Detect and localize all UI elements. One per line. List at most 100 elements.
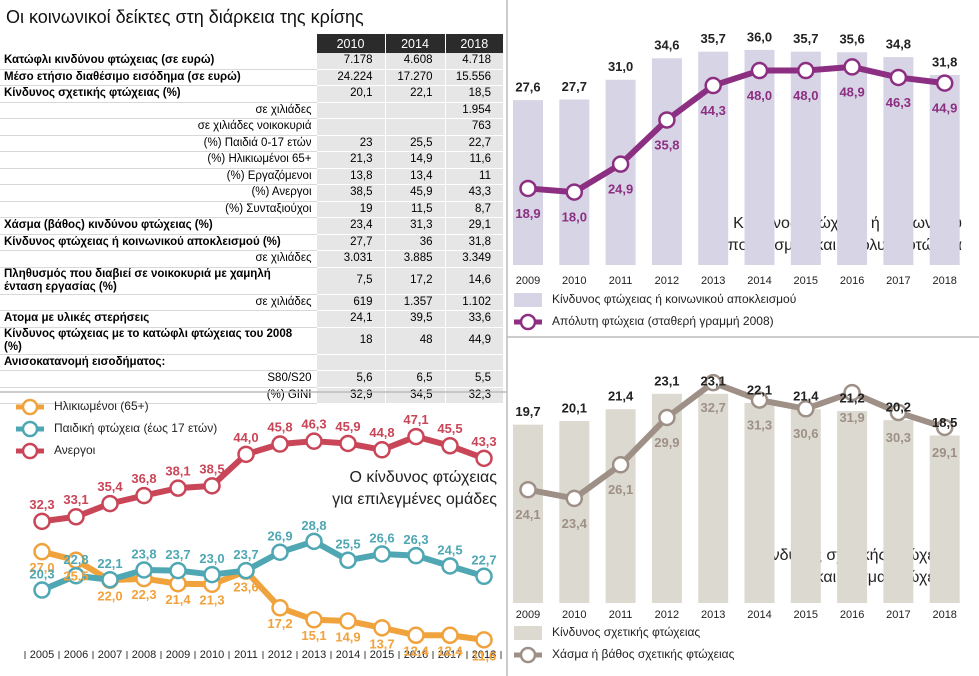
x-tick-label: 2015 [370, 649, 394, 661]
row-label: (%) GINI [0, 387, 316, 404]
cell: 24.224 [315, 69, 385, 86]
value-label: 38,5 [199, 461, 224, 476]
point [305, 432, 323, 450]
point [475, 631, 493, 649]
value-label: 30,3 [886, 430, 911, 445]
x-tick-label: 2017 [438, 649, 462, 661]
value-label: 21,4 [165, 592, 191, 607]
cell: 32,9 [315, 387, 385, 404]
point [339, 612, 357, 630]
cell: 18,5 [444, 85, 503, 103]
value-label: 33,1 [63, 492, 88, 507]
table-row: Χάσμα (βάθος) κινδύνου φτώχειας (%) 23,4 3… [0, 217, 503, 235]
table-row: (%) Παιδιά 0-17 ετών 23 25,5 22,7 [0, 135, 503, 152]
point [237, 562, 255, 580]
cell: 36 [384, 234, 445, 251]
bar [883, 420, 914, 603]
point [373, 619, 391, 637]
value-label: 31,3 [747, 418, 772, 433]
cell [384, 102, 445, 119]
value-label: 48,0 [747, 88, 772, 103]
x-tick-label: 2013 [302, 649, 326, 661]
value-label: 27,6 [515, 80, 540, 95]
table-row: Κίνδυνος σχετικής φτώχειας (%) 20,1 22,1 18… [0, 85, 503, 103]
point [33, 542, 51, 561]
legend-marker [519, 646, 537, 664]
legend-marker [21, 420, 39, 438]
x-tick-label: 2009 [516, 609, 540, 621]
point [750, 61, 769, 80]
point [237, 561, 255, 580]
cell: 7,5 [315, 267, 385, 295]
point [407, 427, 425, 446]
annotation: και χάσμα φτώχειας [816, 569, 956, 586]
table-row: Κίνδυνος φτώχειας ή κοινωνικού αποκλεισμ… [0, 234, 503, 251]
cell: 25,5 [384, 135, 445, 152]
x-tick-label: 2017 [886, 609, 910, 621]
x-tick-label: 2014 [336, 649, 360, 661]
point [305, 532, 323, 551]
x-tick-label: 2012 [268, 649, 292, 661]
value-label: 35,8 [654, 137, 679, 152]
cell: 39,5 [384, 310, 445, 328]
x-tick-label: 2018 [932, 609, 956, 621]
legend-marker [21, 442, 39, 460]
x-tick-label: 2018 [932, 275, 956, 287]
cell: 48 [384, 327, 445, 355]
cell: 22,7 [444, 135, 503, 152]
value-label: 13,7 [369, 636, 394, 651]
value-label: 24,1 [515, 507, 540, 522]
point [658, 408, 676, 427]
value-label: 11,6 [472, 648, 497, 663]
point [889, 403, 908, 422]
cell [315, 118, 385, 136]
row-label: Πληθυσμός που διαβιεί σε νοικοκυριά με χ… [0, 267, 316, 295]
point [658, 111, 676, 129]
cell: 21,3 [315, 151, 385, 169]
annotation: Κίνδυνος σχετικής φτώχειας [757, 547, 955, 564]
point [935, 74, 954, 92]
bar [929, 435, 960, 603]
legend-swatch [514, 293, 542, 307]
bar [790, 409, 821, 603]
bar [744, 402, 775, 603]
value-label: 17,2 [267, 616, 292, 631]
value-label: 23,8 [131, 546, 156, 561]
value-label: 26,9 [267, 529, 292, 544]
x-tick-label: 2011 [609, 275, 633, 287]
row-label: (%) Παιδιά 0-17 ετών [0, 135, 316, 152]
point [101, 494, 119, 513]
cell: 5,6 [315, 370, 385, 388]
cell: 32,3 [444, 387, 503, 404]
cell: 27,7 [315, 234, 385, 251]
point [797, 400, 815, 418]
cell: 11,5 [384, 201, 445, 218]
point [441, 557, 459, 575]
value-label: 18,0 [562, 210, 587, 225]
point [67, 551, 85, 570]
table-row: S80/S20 5,6 6,5 5,5 [0, 370, 503, 388]
bar [883, 57, 914, 265]
bar [605, 79, 636, 266]
row-label: σε χιλιάδες νοικοκυριά [0, 118, 316, 136]
table-row: Κίνδυνος φτώχειας με το κατώφλι φτώχειας… [0, 327, 503, 355]
cell: 23 [315, 135, 385, 152]
line [527, 63, 946, 196]
row-label: σε χιλιάδες [0, 102, 316, 119]
point [135, 569, 153, 588]
value-label: 45,5 [437, 421, 462, 436]
value-label: 22,1 [97, 556, 122, 571]
cell: 38,5 [315, 184, 385, 202]
table-row: Ατομα με υλικές στερήσεις 24,1 39,5 33,6 [0, 310, 503, 328]
point [373, 545, 391, 563]
cell: 4.608 [384, 53, 445, 70]
point [305, 611, 323, 629]
cell: 43,3 [444, 184, 503, 202]
value-label: 43,3 [471, 434, 496, 449]
point [475, 567, 493, 586]
value-label: 32,3 [29, 497, 54, 512]
point [135, 561, 153, 579]
table-row: (%) GINI 32,9 34,5 32,3 [0, 387, 503, 404]
row-label: Χάσμα (βάθος) κινδύνου φτώχειας (%) [0, 217, 316, 235]
